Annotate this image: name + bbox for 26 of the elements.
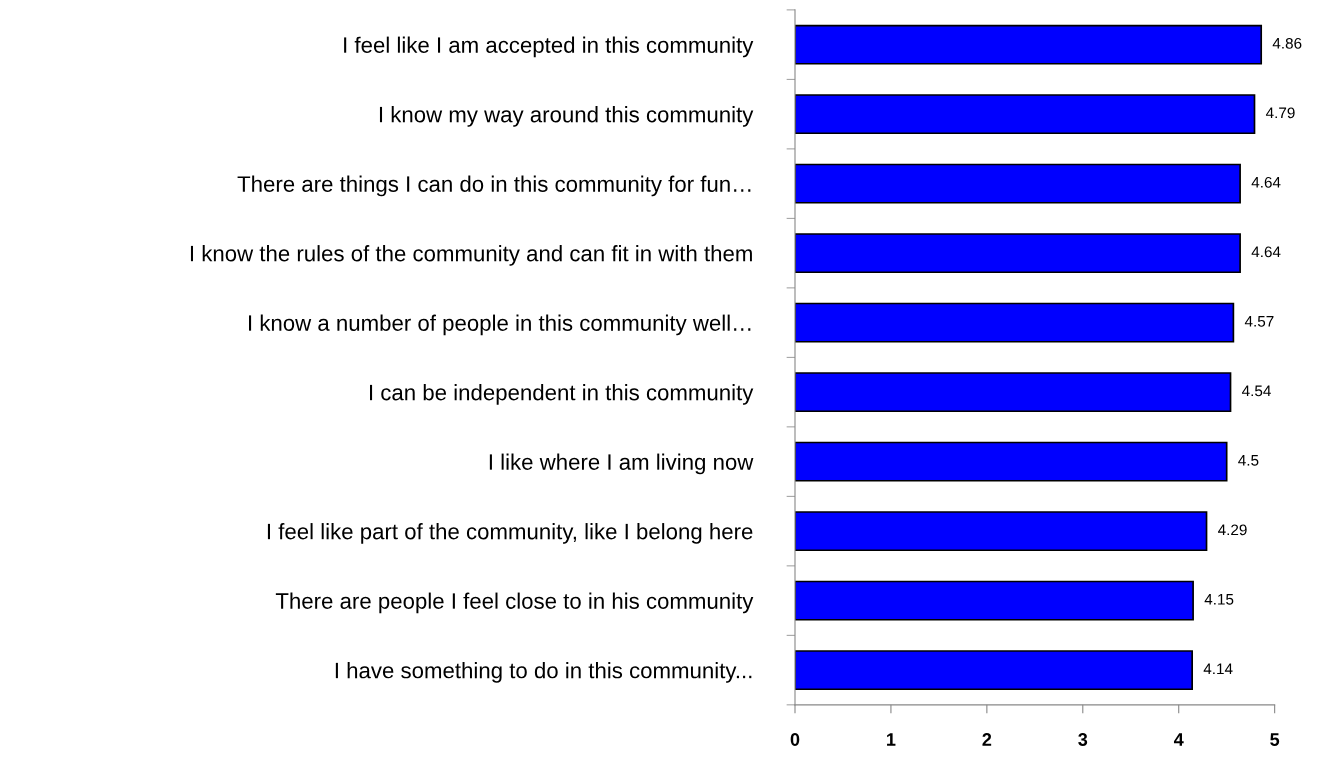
y-tick-label: I have something to do in this community... bbox=[335, 662, 752, 683]
y-tick-label: I know a number of people in this community well… bbox=[249, 314, 751, 336]
data-label: 4.5 bbox=[1238, 455, 1259, 466]
x-tick-label: 3 bbox=[1078, 733, 1088, 746]
x-tick-label: 5 bbox=[1270, 733, 1280, 746]
x-tick-label: 0 bbox=[790, 733, 800, 746]
data-label: 4.86 bbox=[1272, 37, 1302, 49]
y-tick-label: There are things I can do in this community for fun… bbox=[237, 175, 751, 197]
y-tick-label: I know my way around this community bbox=[379, 106, 754, 127]
y-tick-label: I feel like part of the community, like I belong here bbox=[267, 523, 753, 544]
x-tick-label: 1 bbox=[887, 733, 896, 746]
y-tick-label: I know the rules of the community and can fit in with them bbox=[190, 245, 752, 266]
x-tick-label: 2 bbox=[982, 733, 992, 746]
y-tick-label: I can be independent in this community bbox=[370, 384, 754, 405]
data-label: 4.54 bbox=[1241, 385, 1271, 397]
x-tick-label: 4 bbox=[1173, 733, 1184, 746]
y-tick-label: I like where I am living now bbox=[489, 453, 754, 475]
data-label: 4.29 bbox=[1218, 524, 1247, 536]
y-tick-label: I feel like I am accepted in this community bbox=[344, 36, 754, 58]
y-tick-label: There are people I feel close to in his community bbox=[275, 592, 754, 614]
data-label: 4.79 bbox=[1265, 107, 1295, 119]
data-label: 4.15 bbox=[1204, 594, 1234, 605]
data-label: 4.57 bbox=[1244, 316, 1274, 327]
data-label: 4.14 bbox=[1203, 663, 1233, 675]
data-label: 4.64 bbox=[1251, 246, 1281, 258]
data-label: 4.64 bbox=[1251, 176, 1281, 188]
